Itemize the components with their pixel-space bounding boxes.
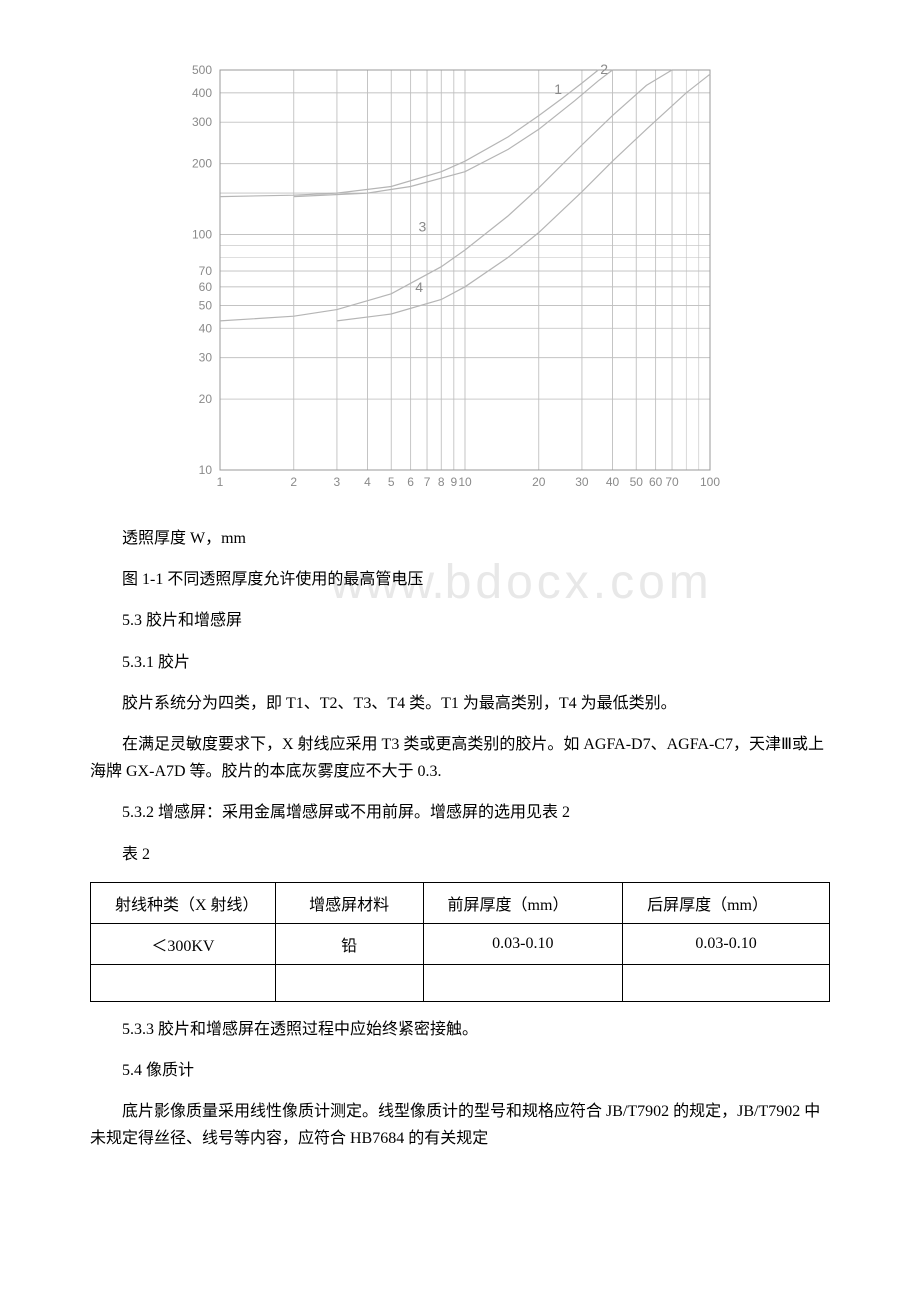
svg-text:6: 6	[407, 475, 414, 489]
table-cell	[275, 964, 423, 1001]
svg-text:2: 2	[600, 61, 608, 77]
section-5-3-1: 5.3.1 胶片	[90, 649, 830, 676]
table-row: ＜300KV 铅 0.03-0.10 0.03-0.10	[91, 923, 830, 964]
svg-text:5: 5	[388, 475, 395, 489]
svg-text:1: 1	[217, 475, 224, 489]
svg-text:60: 60	[649, 475, 663, 489]
table-cell	[423, 964, 623, 1001]
svg-text:2: 2	[290, 475, 297, 489]
section-5-4-p1: 底片影像质量采用线性像质计测定。线型像质计的型号和规格应符合 JB/T7902 …	[90, 1098, 830, 1152]
section-5-3-2: 5.3.2 增感屏：采用金属增感屏或不用前屏。增感屏的选用见表 2	[90, 799, 830, 826]
svg-text:70: 70	[665, 475, 679, 489]
svg-text:20: 20	[199, 392, 213, 406]
svg-text:10: 10	[458, 475, 472, 489]
svg-text:200: 200	[192, 157, 212, 171]
table-cell: ＜300KV	[91, 923, 276, 964]
caption-figure: 图 1-1 不同透照厚度允许使用的最高管电压	[90, 566, 830, 593]
table-cell: 0.03-0.10	[623, 923, 830, 964]
table-header: 增感屏材料	[275, 882, 423, 923]
svg-text:30: 30	[575, 475, 589, 489]
section-5-3-1-p1: 胶片系统分为四类，即 T1、T2、T3、T4 类。T1 为最高类别，T4 为最低…	[90, 690, 830, 717]
table-2: 射线种类（X 射线） 增感屏材料 前屏厚度（mm） 后屏厚度（mm） ＜300K…	[90, 882, 830, 1002]
table-header: 前屏厚度（mm）	[423, 882, 623, 923]
table-header: 后屏厚度（mm）	[623, 882, 830, 923]
svg-text:60: 60	[199, 280, 213, 294]
svg-text:9: 9	[450, 475, 457, 489]
svg-text:30: 30	[199, 351, 213, 365]
svg-text:50: 50	[630, 475, 644, 489]
table-row: 射线种类（X 射线） 增感屏材料 前屏厚度（mm） 后屏厚度（mm）	[91, 882, 830, 923]
section-5-4: 5.4 像质计	[90, 1057, 830, 1084]
caption-thickness: 透照厚度 W，mm	[90, 525, 830, 552]
section-5-3: 5.3 胶片和增感屏	[90, 607, 830, 634]
svg-text:70: 70	[199, 264, 213, 278]
svg-text:500: 500	[192, 63, 212, 77]
table-header: 射线种类（X 射线）	[91, 882, 276, 923]
voltage-chart: 1020304050607010020030040050012345678910…	[160, 60, 720, 500]
svg-text:50: 50	[199, 298, 213, 312]
svg-text:400: 400	[192, 86, 212, 100]
svg-text:300: 300	[192, 115, 212, 129]
svg-text:20: 20	[532, 475, 546, 489]
table-cell	[91, 964, 276, 1001]
table-cell: 0.03-0.10	[423, 923, 623, 964]
svg-text:100: 100	[700, 475, 720, 489]
svg-text:8: 8	[438, 475, 445, 489]
svg-text:3: 3	[334, 475, 341, 489]
svg-text:100: 100	[192, 228, 212, 242]
svg-text:4: 4	[364, 475, 371, 489]
svg-text:40: 40	[606, 475, 620, 489]
svg-text:3: 3	[418, 219, 426, 235]
table2-label: 表 2	[90, 841, 830, 868]
svg-text:1: 1	[554, 81, 562, 97]
section-5-3-3: 5.3.3 胶片和增感屏在透照过程中应始终紧密接触。	[90, 1016, 830, 1043]
table-row	[91, 964, 830, 1001]
table-cell: 铅	[275, 923, 423, 964]
table-cell	[623, 964, 830, 1001]
section-5-3-1-p2: 在满足灵敏度要求下，X 射线应采用 T3 类或更高类别的胶片。如 AGFA-D7…	[90, 731, 830, 785]
svg-text:4: 4	[415, 279, 423, 295]
svg-text:40: 40	[199, 321, 213, 335]
svg-text:7: 7	[424, 475, 431, 489]
svg-text:10: 10	[199, 463, 213, 477]
